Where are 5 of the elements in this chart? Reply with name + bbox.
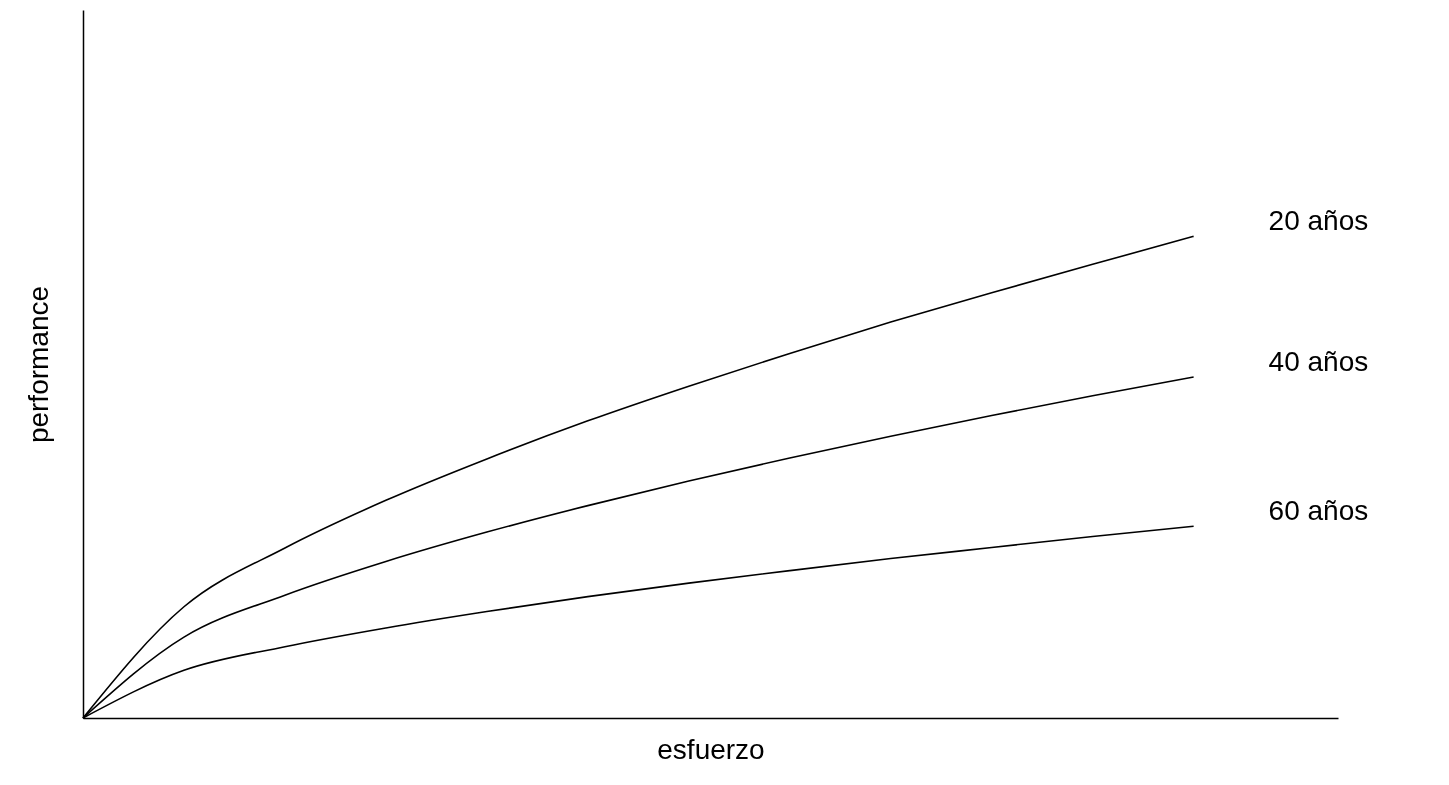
text: 40 años (1268, 346, 1369, 377)
y-axis-title: performance (22, 285, 54, 444)
text: 60 años (1268, 495, 1369, 527)
x-axis-title: esfuerzo (657, 733, 765, 765)
text: 20 años (1268, 205, 1369, 237)
